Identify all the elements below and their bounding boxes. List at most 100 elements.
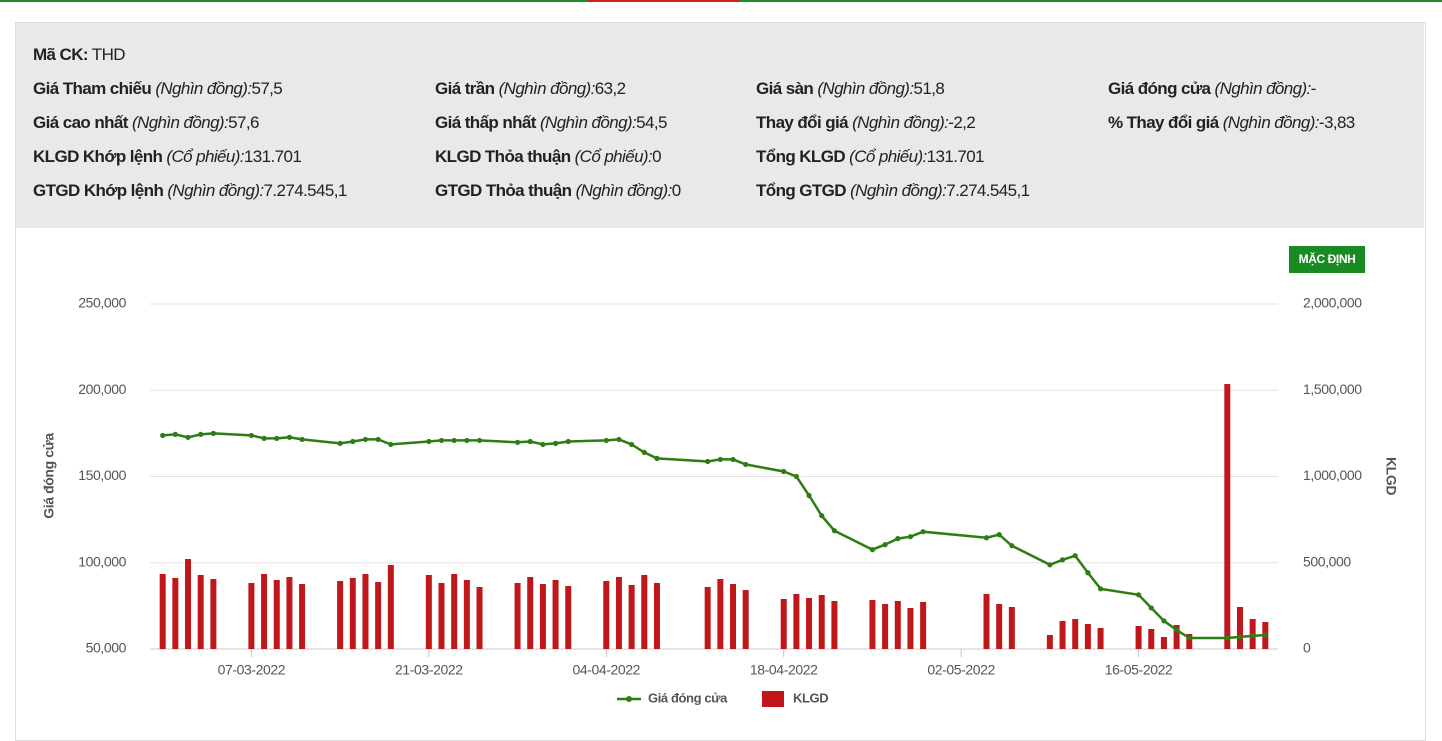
field-value: 0 <box>652 147 661 166</box>
bar <box>1059 621 1066 649</box>
bar <box>615 576 622 649</box>
y2-tick-label: 2,000,000 <box>1303 295 1362 311</box>
bar <box>159 573 166 649</box>
bar <box>476 587 483 649</box>
price-point <box>705 458 711 465</box>
bar <box>1084 624 1091 649</box>
info-field: Giá Tham chiếu (Nghìn đồng):57,5 <box>33 79 283 99</box>
info-field: Giá sàn (Nghìn đồng):51,8 <box>756 79 945 99</box>
price-point <box>210 430 216 436</box>
bar <box>197 574 204 649</box>
price-point <box>337 440 343 446</box>
price-point <box>172 431 178 438</box>
y-tick-label: 250,000 <box>78 295 126 311</box>
symbol: Mã CK: THD <box>33 45 126 65</box>
price-point <box>274 435 280 441</box>
price-point <box>1186 635 1192 641</box>
price-point <box>907 534 914 540</box>
price-point <box>426 438 432 445</box>
field-label: Giá trần <box>435 79 495 98</box>
field-value: 131.701 <box>243 147 302 166</box>
info-field: GTGD Khớp lệnh (Nghìn đồng):7.274.545,1 <box>33 181 347 201</box>
field-label: Giá thấp nhất <box>435 113 536 132</box>
field-unit: (Cổ phiếu): <box>574 147 653 166</box>
field-label: Giá Tham chiếu <box>33 79 152 98</box>
bar <box>983 594 990 649</box>
bar <box>349 577 356 649</box>
bar <box>1186 633 1193 649</box>
field-label: Giá sàn <box>756 79 814 98</box>
field-label: Tổng GTGD <box>756 181 847 200</box>
bar <box>996 603 1003 649</box>
price-point <box>540 441 546 448</box>
field-unit: (Nghìn đồng): <box>539 113 637 132</box>
price-point <box>629 441 635 448</box>
x-tick-label: 07-03-2022 <box>218 662 286 678</box>
bar <box>451 573 458 649</box>
price-point <box>895 536 901 542</box>
y2-tick-label: 0 <box>1303 640 1311 656</box>
info-field: Giá cao nhất (Nghìn đồng):57,6 <box>33 113 259 133</box>
price-line <box>162 432 1266 640</box>
field-value: -2,2 <box>948 113 976 132</box>
price-point <box>1047 562 1053 568</box>
bar <box>1046 634 1053 649</box>
bar <box>1072 619 1079 649</box>
bar <box>1148 629 1155 649</box>
bar <box>1135 626 1142 649</box>
bar <box>818 595 825 649</box>
field-value: 51,8 <box>913 79 945 98</box>
bar <box>273 580 280 649</box>
bar <box>261 573 268 649</box>
y2-axis-title: KLGD <box>1383 457 1399 495</box>
price-point <box>654 455 660 461</box>
bar <box>894 600 901 649</box>
bar <box>1173 625 1180 649</box>
field-label: Tổng KLGD <box>756 147 846 166</box>
field-value: 57,6 <box>228 113 259 132</box>
price-point <box>793 473 799 480</box>
info-field: % Thay đổi giá (Nghìn đồng):-3,83 <box>1108 113 1355 133</box>
top-bar-accent <box>587 0 740 2</box>
bar <box>286 576 293 649</box>
price-point <box>920 529 926 535</box>
price-point <box>565 438 571 445</box>
bar <box>210 578 217 649</box>
price-point <box>869 547 876 553</box>
field-unit: (Nghìn đồng): <box>852 113 949 132</box>
info-field: Tổng GTGD (Nghìn đồng):7.274.545,1 <box>756 181 1030 201</box>
bar <box>375 582 382 649</box>
field-label: Giá cao nhất <box>33 113 128 132</box>
price-point <box>388 441 394 448</box>
bar <box>882 603 889 649</box>
bar <box>1236 606 1243 649</box>
field-value: - <box>1310 79 1317 98</box>
default-button[interactable]: MẶC ĐỊNH <box>1289 246 1365 273</box>
price-point <box>819 513 825 519</box>
y-tick-label: 50,000 <box>86 640 127 656</box>
price-point <box>831 528 838 534</box>
bar <box>831 600 838 649</box>
x-tick-label: 02-05-2022 <box>927 662 995 678</box>
price-point <box>299 436 305 443</box>
x-tick-label: 21-03-2022 <box>395 662 463 678</box>
price-point <box>806 492 812 499</box>
bar <box>907 607 914 649</box>
field-label: Giá đóng cửa <box>1108 79 1211 98</box>
legend-label: KLGD <box>793 690 828 705</box>
bar <box>793 594 800 649</box>
field-unit: (Nghìn đồng): <box>850 181 947 200</box>
bar <box>806 598 813 649</box>
price-point <box>185 434 191 440</box>
price-point <box>781 468 787 475</box>
price-point <box>1009 543 1015 549</box>
field-value: 7.274.545,1 <box>263 181 348 200</box>
field-value: 131.701 <box>926 147 985 166</box>
bar <box>1224 384 1231 649</box>
bar <box>730 584 737 649</box>
field-unit: (Cổ phiếu): <box>849 147 927 166</box>
bar <box>387 564 394 649</box>
bar <box>438 583 445 649</box>
